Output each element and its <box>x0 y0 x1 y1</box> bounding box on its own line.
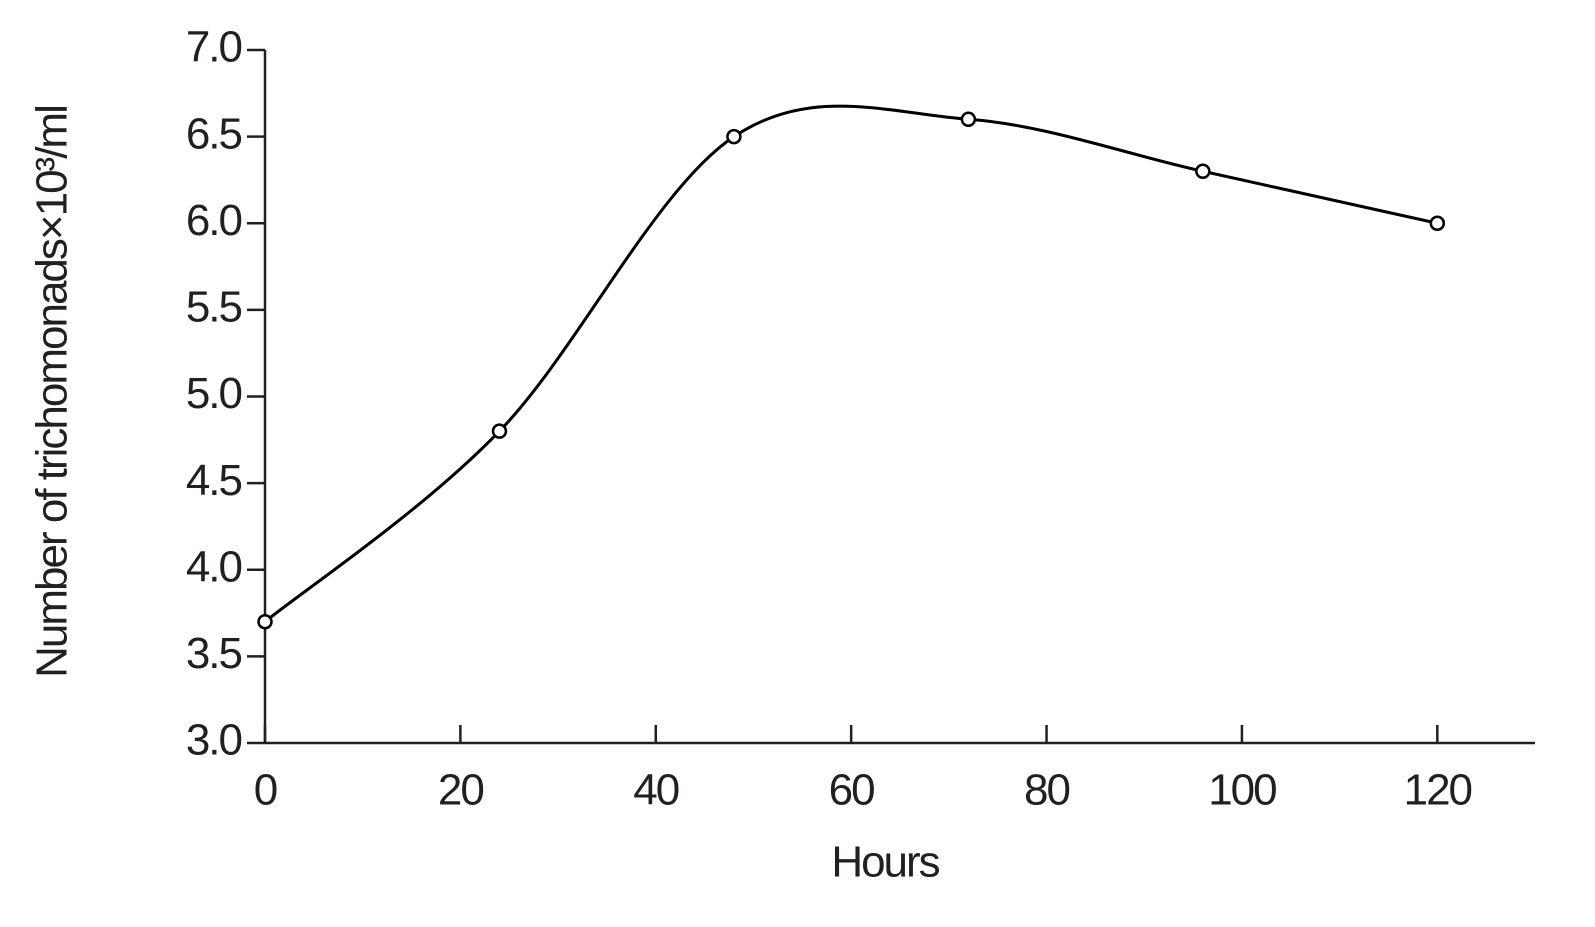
data-point <box>726 128 742 145</box>
y-tick-label: 5.5 <box>186 283 242 332</box>
data-point <box>1195 163 1211 180</box>
y-axis-label: Number of trichomonads×10³/ml <box>28 106 77 678</box>
y-tick-label: 6.0 <box>186 196 242 245</box>
y-tick-label: 5.0 <box>186 369 242 418</box>
x-tick-label: 100 <box>1208 766 1276 815</box>
data-point <box>257 613 273 630</box>
x-tick-label: 40 <box>633 766 678 815</box>
x-tick-label: 80 <box>1024 766 1069 815</box>
y-tick-label: 3.5 <box>186 629 242 678</box>
x-axis-label: Hours <box>831 838 939 887</box>
x-tick-label: 60 <box>829 766 874 815</box>
y-tick-label: 7.0 <box>186 23 242 72</box>
data-point <box>491 423 508 439</box>
x-tick-label: 120 <box>1404 766 1472 815</box>
y-tick-label: 3.0 <box>186 716 242 765</box>
y-tick-label: 4.0 <box>186 542 242 591</box>
data-point <box>1429 215 1446 231</box>
data-line <box>264 104 1438 623</box>
x-tick-label: 20 <box>438 766 483 815</box>
y-tick-label: 6.5 <box>186 109 242 158</box>
x-tick-label: 0 <box>254 766 277 815</box>
data-point <box>960 111 977 128</box>
y-tick-label: 4.5 <box>186 456 242 505</box>
